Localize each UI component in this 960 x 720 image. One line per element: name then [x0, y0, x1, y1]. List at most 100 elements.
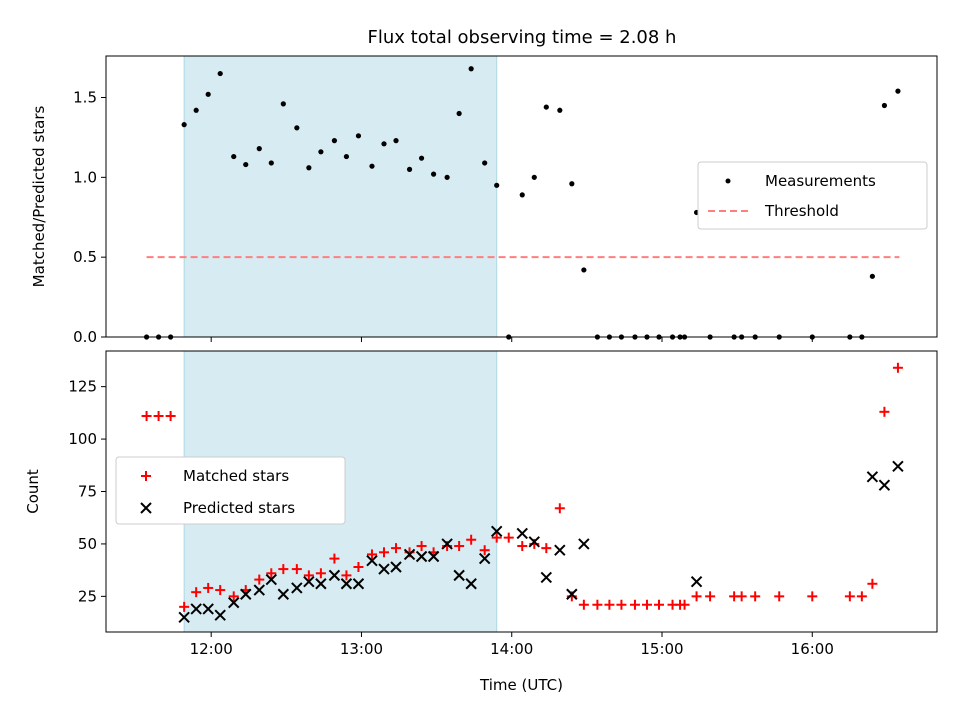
predicted-star-point — [453, 569, 465, 582]
measurement-point — [482, 160, 488, 166]
ratio-panel: 0.0 0.5 1.0 1.5 Matched/Predicted stars Mea… — [30, 55, 938, 346]
predicted-star-point — [214, 609, 226, 621]
predicted-star-point — [202, 603, 214, 615]
measurement-point — [381, 141, 387, 147]
ratio-legend: Measurements Threshold — [697, 161, 928, 230]
measurement-point — [468, 66, 474, 72]
predicted-star-point — [566, 588, 578, 600]
ratio-panel-frame — [105, 55, 938, 338]
matched-star-point — [341, 570, 352, 581]
matched-star-point — [892, 362, 903, 373]
matched-star-point — [736, 591, 747, 602]
legend-x-glyph — [140, 502, 152, 514]
measurement-point — [444, 174, 450, 180]
legend-predicted-label: Predicted stars — [183, 499, 295, 517]
matched-star-point — [203, 582, 214, 593]
predicted-star-point — [190, 603, 202, 615]
matched-star-point — [750, 591, 761, 602]
count-panel: 12:00 13:00 14:00 15:00 16:00 25 50 75 100 125 Co… — [24, 350, 938, 694]
measurement-point — [895, 88, 901, 94]
time-x-axis-label: Time (UTC) — [479, 676, 563, 694]
predicted-star-point — [690, 575, 703, 588]
measurement-point — [343, 153, 350, 160]
count-points — [141, 362, 904, 624]
matched-star-point — [303, 570, 314, 581]
matched-star-point — [366, 549, 377, 560]
predicted-star-point — [277, 588, 290, 600]
matched-star-point — [254, 574, 265, 585]
matched-star-point — [479, 545, 490, 556]
legend-measurements-label: Measurements — [765, 172, 876, 190]
predicted-star-point — [315, 578, 327, 590]
predicted-star-point — [303, 575, 315, 588]
matched-star-point — [153, 411, 164, 422]
ratio-y-axis-label: Matched/Predicted stars — [30, 106, 48, 288]
matched-star-point — [807, 591, 818, 602]
ratio-legend-box — [697, 161, 928, 230]
measurement-point — [205, 91, 211, 97]
predicted-star-point — [878, 479, 891, 491]
matched-star-point — [141, 411, 152, 422]
matched-star-point — [554, 503, 565, 514]
measurement-point — [256, 146, 262, 152]
measurement-point — [881, 102, 888, 109]
matched-star-point — [844, 591, 855, 602]
legend-x-marker — [140, 502, 152, 514]
legend-plus-marker — [141, 471, 151, 481]
x-tick-label: 15:00 — [640, 640, 683, 658]
predicted-star-point — [378, 563, 390, 575]
measurement-point — [268, 160, 274, 166]
measurement-point — [193, 107, 199, 113]
matched-star-point — [679, 599, 690, 610]
matched-star-point — [517, 541, 528, 552]
measurement-point — [280, 101, 286, 107]
y-tick-label: 0.0 — [73, 328, 97, 346]
measurement-point — [294, 125, 300, 131]
measurement-point — [430, 171, 437, 177]
predicted-star-point — [427, 550, 440, 563]
count-panel-frame — [105, 350, 938, 633]
count-legend-box — [115, 456, 346, 525]
measurement-point — [456, 110, 462, 117]
y-tick-label: 1.0 — [73, 168, 97, 186]
y-tick-label: 100 — [68, 430, 97, 448]
matched-star-point — [329, 553, 340, 564]
matched-star-point — [503, 532, 514, 543]
predicted-star-point — [516, 527, 528, 540]
measurement-point — [369, 163, 375, 169]
measurement-point — [217, 70, 223, 77]
measurement-point — [331, 138, 338, 144]
predicted-star-point — [366, 554, 378, 567]
matched-star-point — [578, 599, 589, 610]
matched-star-point — [705, 591, 716, 602]
y-tick-label: 25 — [78, 587, 97, 605]
predicted-star-point — [253, 584, 265, 596]
ratio-axis-ticks: 0.0 0.5 1.0 1.5 — [73, 89, 813, 346]
matched-star-point — [191, 587, 202, 598]
predicted-star-point — [490, 525, 503, 538]
measurement-point — [531, 174, 537, 180]
y-tick-label: 0.5 — [73, 248, 97, 266]
measurement-point — [543, 104, 549, 110]
predicted-star-point — [328, 569, 341, 582]
predicted-star-point — [540, 571, 553, 584]
measurement-point — [393, 138, 399, 144]
predicted-star-point — [340, 578, 353, 590]
matched-star-point — [616, 599, 627, 610]
count-axis-ticks: 12:00 13:00 14:00 15:00 16:00 25 50 75 100 125 — [68, 378, 834, 658]
legend-dot-marker — [725, 178, 731, 184]
predicted-star-point — [291, 582, 303, 594]
x-tick-label: 14:00 — [490, 640, 533, 658]
measurement-point — [355, 133, 362, 139]
predicted-star-point — [390, 561, 402, 573]
measurement-point — [243, 161, 249, 168]
matched-star-point — [353, 561, 364, 572]
x-tick-label: 12:00 — [190, 640, 233, 658]
measurement-point — [181, 122, 187, 128]
matched-star-point — [867, 578, 878, 589]
measurement-point — [318, 149, 324, 155]
predicted-star-point — [465, 578, 477, 590]
predicted-star-point — [866, 471, 879, 483]
y-tick-label: 1.5 — [73, 89, 97, 107]
